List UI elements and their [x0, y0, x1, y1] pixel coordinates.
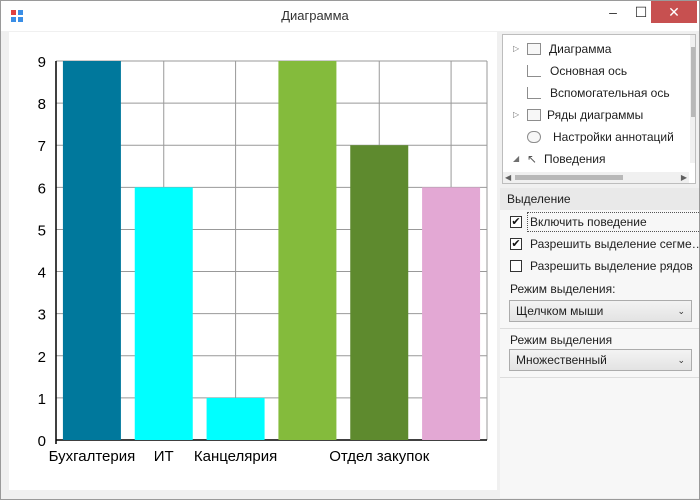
chevron-down-icon: ⌄: [677, 306, 685, 316]
y-tick-label: 0: [38, 433, 46, 450]
x-tick-label: Отдел закупок: [329, 448, 429, 465]
settings-panel: ▷ Диаграмма Основная ось Вспомогательная…: [500, 32, 699, 498]
bar[interactable]: [422, 187, 481, 440]
tree-item-label: Ряды диаграммы: [547, 108, 644, 122]
category-header: Выделение: [500, 188, 699, 210]
secondary-axis-icon: [527, 87, 541, 99]
bar[interactable]: [134, 187, 193, 440]
maximize-button[interactable]: ☐: [634, 4, 648, 20]
checkbox[interactable]: ✔: [510, 238, 522, 250]
tree-item-label: Вспомогательная ось: [550, 86, 670, 100]
x-tick-label: ИТ: [154, 448, 174, 465]
enable-behavior-checkbox[interactable]: ✔ Включить поведение: [510, 212, 699, 232]
bar[interactable]: [62, 61, 121, 440]
y-tick-label: 4: [38, 265, 46, 282]
chart-settings-icon: [527, 43, 541, 55]
y-tick-label: 6: [38, 180, 46, 197]
property-grid: Выделение ✔ Включить поведение ✔ Разреши…: [500, 188, 699, 498]
bar[interactable]: [350, 145, 409, 440]
selection-type-label: Режим выделения: [510, 333, 613, 347]
collapse-arrow-icon[interactable]: ◢: [513, 154, 520, 163]
tree-item-label: Основная ось: [550, 64, 628, 78]
selection-type-select[interactable]: Множественный ⌄: [509, 349, 692, 371]
minimize-button[interactable]: –: [609, 4, 617, 20]
tree-vertical-scrollbar[interactable]: [690, 35, 695, 163]
title-bar: Диаграмма – ☐ ✕: [1, 1, 699, 31]
x-tick-label: Бухгалтерия: [49, 448, 136, 465]
expand-arrow-icon[interactable]: ▷: [513, 110, 520, 119]
selection-mode-select[interactable]: Щелчком мыши ⌄: [509, 300, 692, 322]
y-tick-label: 5: [38, 222, 46, 239]
bar[interactable]: [206, 397, 265, 440]
tree-item-label: Настройки аннотаций: [553, 130, 674, 144]
bar-chart[interactable]: 0 1 2 3 4 5 6 7 8 9 Бухгалтерия ИТ Канцелярия Отдел з…: [9, 32, 497, 490]
divider: [500, 328, 699, 329]
tree-horizontal-scrollbar[interactable]: ◀ ▶: [503, 172, 689, 183]
series-icon: [527, 109, 541, 121]
focus-rectangle: [527, 212, 699, 232]
checkbox-label: Разрешить выделение сегме…: [530, 237, 700, 251]
scroll-thumb[interactable]: [691, 47, 695, 117]
divider: [500, 377, 699, 378]
annotation-icon: [527, 131, 541, 143]
y-tick-label: 9: [38, 54, 46, 71]
chevron-down-icon: ⌄: [677, 355, 685, 365]
x-tick-label: Канцелярия: [194, 448, 277, 465]
checkbox-label: Включить поведение: [530, 215, 647, 229]
scroll-thumb[interactable]: [515, 175, 623, 180]
y-tick-label: 1: [38, 391, 46, 408]
y-tick-label: 2: [38, 349, 46, 366]
close-button[interactable]: ✕: [651, 1, 697, 23]
checkbox-label: Разрешить выделение рядов: [530, 259, 693, 273]
tree-item-label: Диаграмма: [549, 42, 612, 56]
settings-tree[interactable]: ▷ Диаграмма Основная ось Вспомогательная…: [502, 34, 696, 184]
tree-item-label: Поведения: [544, 152, 606, 166]
app-icon: [11, 10, 24, 23]
cursor-icon: ↖: [527, 152, 538, 166]
scroll-right-icon[interactable]: ▶: [680, 173, 687, 182]
expand-arrow-icon[interactable]: ▷: [513, 44, 520, 53]
bar[interactable]: [278, 61, 337, 440]
checkbox[interactable]: ✔: [510, 216, 522, 228]
window-title: Диаграмма: [281, 8, 349, 23]
select-value: Множественный: [516, 353, 607, 367]
y-tick-label: 7: [38, 138, 46, 155]
scroll-left-icon[interactable]: ◀: [505, 173, 512, 182]
y-tick-label: 8: [38, 96, 46, 113]
chart-area[interactable]: 0 1 2 3 4 5 6 7 8 9 Бухгалтерия ИТ Канцелярия Отдел з…: [9, 32, 497, 490]
y-tick-label: 3: [38, 307, 46, 324]
axis-icon: [527, 65, 541, 77]
checkbox[interactable]: [510, 260, 522, 272]
select-value: Щелчком мыши: [516, 304, 604, 318]
selection-mode-label: Режим выделения:: [510, 282, 616, 296]
